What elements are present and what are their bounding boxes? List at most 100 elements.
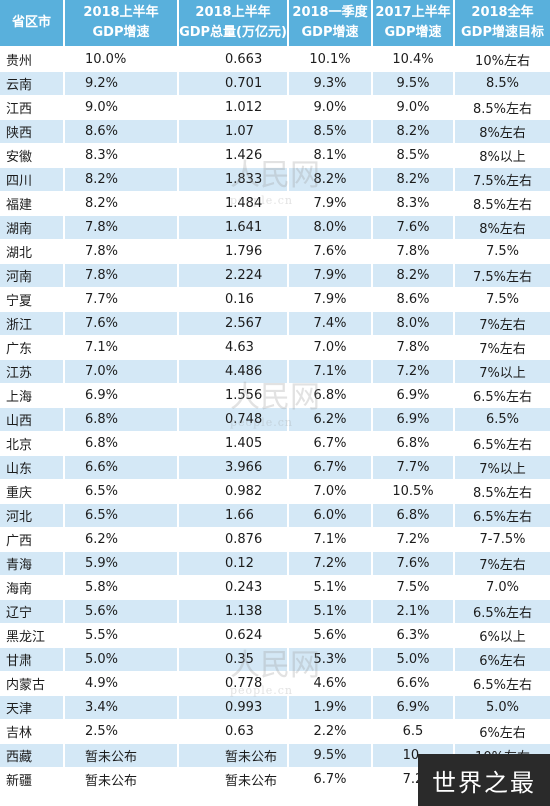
province-cell: 贵州 (0, 47, 65, 72)
target-2018-cell: 8.5% (454, 71, 550, 96)
h1-2017-growth-cell: 8.6% (372, 287, 455, 312)
table-row: 四川 8.2% 1.833 8.2% 8.2% 7.5%左右 (0, 167, 550, 192)
h1-2018-growth-cell: 5.5% (64, 623, 179, 648)
h1-2018-growth-cell: 暂未公布 (64, 743, 179, 768)
h1-2018-total-cell: 0.778 (178, 671, 289, 696)
q1-2018-growth-cell: 8.1% (288, 143, 373, 168)
header-q1-2018-growth: 2018一季度 GDP增速 (288, 0, 373, 48)
target-2018-cell: 6.5%左右 (454, 383, 550, 408)
h1-2018-total-cell: 0.624 (178, 623, 289, 648)
province-cell: 广西 (0, 527, 65, 552)
province-cell: 内蒙古 (0, 671, 65, 696)
province-cell: 海南 (0, 575, 65, 600)
table-row: 安徽 8.3% 1.426 8.1% 8.5% 8%以上 (0, 143, 550, 168)
table-row: 湖南 7.8% 1.641 8.0% 7.6% 8%左右 (0, 215, 550, 240)
site-logo: 世界之最 (418, 754, 550, 806)
table-row: 云南 9.2% 0.701 9.3% 9.5% 8.5% (0, 71, 550, 96)
q1-2018-growth-cell: 6.8% (288, 383, 373, 408)
q1-2018-growth-cell: 8.5% (288, 119, 373, 144)
h1-2017-growth-cell: 5.0% (372, 647, 455, 672)
province-cell: 辽宁 (0, 599, 65, 624)
h1-2017-growth-cell: 8.2% (372, 263, 455, 288)
h1-2018-total-cell: 暂未公布 (178, 767, 289, 792)
province-cell: 河南 (0, 263, 65, 288)
target-2018-cell: 6.5%左右 (454, 503, 550, 528)
target-2018-cell: 8.5%左右 (454, 95, 550, 120)
table-row: 福建 8.2% 1.484 7.9% 8.3% 8.5%左右 (0, 191, 550, 216)
h1-2018-growth-cell: 6.5% (64, 479, 179, 504)
h1-2018-growth-cell: 5.6% (64, 599, 179, 624)
target-2018-cell: 7%以上 (454, 455, 550, 480)
h1-2017-growth-cell: 7.2% (372, 359, 455, 384)
h1-2017-growth-cell: 7.7% (372, 455, 455, 480)
target-2018-cell: 8%左右 (454, 215, 550, 240)
table-row: 陕西 8.6% 1.07 8.5% 8.2% 8%左右 (0, 119, 550, 144)
table-row: 青海 5.9% 0.12 7.2% 7.6% 7%左右 (0, 551, 550, 576)
province-cell: 四川 (0, 167, 65, 192)
table-row: 贵州 10.0% 0.663 10.1% 10.4% 10%左右 (0, 47, 550, 72)
h1-2018-total-cell: 0.663 (178, 47, 289, 72)
target-2018-cell: 7.0% (454, 575, 550, 600)
q1-2018-growth-cell: 5.3% (288, 647, 373, 672)
target-2018-cell: 6.5% (454, 407, 550, 432)
q1-2018-growth-cell: 9.0% (288, 95, 373, 120)
q1-2018-growth-cell: 4.6% (288, 671, 373, 696)
table-row: 甘肃 5.0% 0.35 5.3% 5.0% 6%左右 (0, 647, 550, 672)
h1-2018-total-cell: 4.63 (178, 335, 289, 360)
q1-2018-growth-cell: 7.9% (288, 287, 373, 312)
q1-2018-growth-cell: 6.2% (288, 407, 373, 432)
target-2018-cell: 8.5%左右 (454, 479, 550, 504)
table-row: 海南 5.8% 0.243 5.1% 7.5% 7.0% (0, 575, 550, 600)
h1-2017-growth-cell: 6.5 (372, 719, 455, 744)
h1-2018-total-cell: 3.966 (178, 455, 289, 480)
province-cell: 天津 (0, 695, 65, 720)
h1-2017-growth-cell: 6.6% (372, 671, 455, 696)
h1-2018-growth-cell: 2.5% (64, 719, 179, 744)
target-2018-cell: 8.5%左右 (454, 191, 550, 216)
h1-2018-total-cell: 2.567 (178, 311, 289, 336)
target-2018-cell: 7.5%左右 (454, 167, 550, 192)
h1-2018-growth-cell: 6.9% (64, 383, 179, 408)
header-2018-target: 2018全年 GDP增速目标 (454, 0, 550, 48)
target-2018-cell: 6%左右 (454, 647, 550, 672)
h1-2018-growth-cell: 7.0% (64, 359, 179, 384)
h1-2018-total-cell: 1.66 (178, 503, 289, 528)
table-row: 山东 6.6% 3.966 6.7% 7.7% 7%以上 (0, 455, 550, 480)
province-cell: 湖北 (0, 239, 65, 264)
h1-2018-total-cell: 4.486 (178, 359, 289, 384)
h1-2018-growth-cell: 9.0% (64, 95, 179, 120)
h1-2017-growth-cell: 10.4% (372, 47, 455, 72)
h1-2018-total-cell: 0.63 (178, 719, 289, 744)
q1-2018-growth-cell: 7.0% (288, 479, 373, 504)
q1-2018-growth-cell: 5.1% (288, 599, 373, 624)
table-row: 天津 3.4% 0.993 1.9% 6.9% 5.0% (0, 695, 550, 720)
q1-2018-growth-cell: 8.2% (288, 167, 373, 192)
province-cell: 湖南 (0, 215, 65, 240)
table-row: 内蒙古 4.9% 0.778 4.6% 6.6% 6.5%左右 (0, 671, 550, 696)
h1-2018-growth-cell: 5.9% (64, 551, 179, 576)
province-cell: 山东 (0, 455, 65, 480)
h1-2017-growth-cell: 10.5% (372, 479, 455, 504)
target-2018-cell: 7.5%左右 (454, 263, 550, 288)
h1-2018-total-cell: 暂未公布 (178, 743, 289, 768)
q1-2018-growth-cell: 7.9% (288, 191, 373, 216)
h1-2017-growth-cell: 6.9% (372, 383, 455, 408)
table-row: 河北 6.5% 1.66 6.0% 6.8% 6.5%左右 (0, 503, 550, 528)
q1-2018-growth-cell: 5.6% (288, 623, 373, 648)
h1-2018-growth-cell: 6.5% (64, 503, 179, 528)
h1-2017-growth-cell: 8.0% (372, 311, 455, 336)
h1-2018-total-cell: 1.641 (178, 215, 289, 240)
province-cell: 江苏 (0, 359, 65, 384)
h1-2018-growth-cell: 7.8% (64, 263, 179, 288)
h1-2017-growth-cell: 6.8% (372, 503, 455, 528)
table-row: 江苏 7.0% 4.486 7.1% 7.2% 7%以上 (0, 359, 550, 384)
table-row: 上海 6.9% 1.556 6.8% 6.9% 6.5%左右 (0, 383, 550, 408)
q1-2018-growth-cell: 7.6% (288, 239, 373, 264)
h1-2018-growth-cell: 8.2% (64, 191, 179, 216)
h1-2018-total-cell: 1.484 (178, 191, 289, 216)
province-cell: 北京 (0, 431, 65, 456)
province-cell: 安徽 (0, 143, 65, 168)
h1-2018-total-cell: 0.982 (178, 479, 289, 504)
province-cell: 山西 (0, 407, 65, 432)
